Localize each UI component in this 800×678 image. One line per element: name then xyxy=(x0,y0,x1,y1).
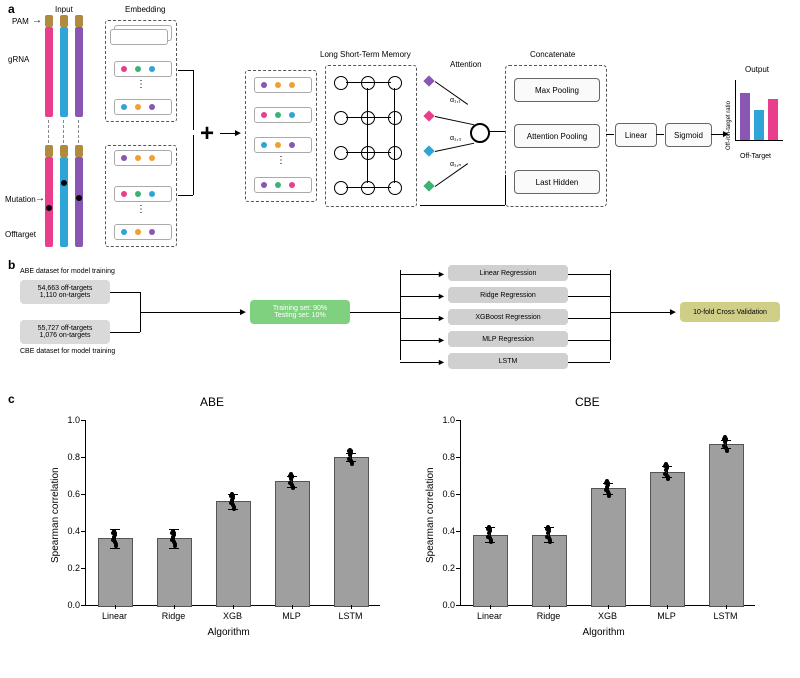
panel-b: ABE dataset for model training 54,663 of… xyxy=(10,260,790,390)
train-split-box: Training set: 90% Testing set: 10% xyxy=(250,300,350,324)
bar xyxy=(157,538,191,607)
model-box: XGBoost Regression xyxy=(448,309,568,325)
alpha-label: α₁,₃ xyxy=(450,135,461,142)
x-tick-label: MLP xyxy=(642,611,692,621)
bar xyxy=(275,481,309,607)
label-attention: Attention xyxy=(450,60,482,69)
bar xyxy=(473,535,507,607)
bar xyxy=(709,444,743,607)
pam-cap xyxy=(75,145,83,157)
chart-title-cbe: CBE xyxy=(575,395,600,409)
pam-cap xyxy=(60,15,68,27)
seq-bar xyxy=(60,27,68,117)
bar xyxy=(334,457,368,607)
x-tick-label: LSTM xyxy=(326,611,376,621)
pam-cap xyxy=(45,15,53,27)
label-mutation: Mutation xyxy=(5,195,36,204)
x-tick-label: LSTM xyxy=(701,611,751,621)
diamond-icon xyxy=(423,75,434,86)
model-box: Linear Regression xyxy=(448,265,568,281)
concat-box: Max Pooling Attention Pooling Last Hidde… xyxy=(505,65,607,207)
dashed-lines xyxy=(45,120,85,143)
cv-box: 10-fold Cross Validation xyxy=(680,302,780,322)
pool-max: Max Pooling xyxy=(514,78,600,102)
x-axis-title: Algorithm xyxy=(208,627,250,638)
label-grna: gRNA xyxy=(8,55,29,64)
out-bar xyxy=(768,99,778,140)
diamond-icon xyxy=(423,110,434,121)
diamond-icon xyxy=(423,145,434,156)
arrow-icon: ► xyxy=(668,307,678,318)
linear-box: Linear xyxy=(615,123,657,147)
seq-bar xyxy=(75,157,83,247)
bar xyxy=(650,472,684,607)
y-axis-title: Spearman correlation xyxy=(50,467,61,563)
arrow-pam-icon: → xyxy=(32,15,42,26)
attention-sum-node xyxy=(470,123,490,143)
mutation-dot xyxy=(76,195,82,201)
x-tick-label: Ridge xyxy=(524,611,574,621)
seq-bar xyxy=(75,27,83,117)
abe-data-box: 54,663 off-targets 1,110 on-targets xyxy=(20,280,110,304)
panel-c: ABE CBE 0.00.20.40.60.81.0Spearman corre… xyxy=(10,395,790,665)
pool-attn: Attention Pooling xyxy=(514,124,600,148)
arrow-icon: ► xyxy=(233,128,243,139)
out-bar xyxy=(754,110,764,140)
embedding-stack-lower: ⋮ xyxy=(105,145,177,247)
embedding-stack-combined: ⋮ xyxy=(245,70,317,202)
label-embedding: Embedding xyxy=(125,5,165,14)
plus-icon: + xyxy=(200,120,214,148)
bar xyxy=(532,535,566,607)
bar xyxy=(98,538,132,607)
label-output-x: Off-Target xyxy=(740,153,771,160)
model-box: Ridge Regression xyxy=(448,287,568,303)
x-tick-label: XGB xyxy=(583,611,633,621)
model-box: MLP Regression xyxy=(448,331,568,347)
output-chart xyxy=(735,80,785,150)
pam-cap xyxy=(45,145,53,157)
label-offtarget: Offtarget xyxy=(5,230,36,239)
chart-cbe: 0.00.20.40.60.81.0Spearman correlationLi… xyxy=(425,415,765,645)
mutation-dot xyxy=(46,205,52,211)
seq-bar xyxy=(45,157,53,247)
label-cbe-title: CBE dataset for model training xyxy=(20,348,115,355)
arrow-mutation-icon: → xyxy=(35,193,45,204)
alpha-label: α₁,ₙ xyxy=(450,160,461,168)
x-tick-label: Ridge xyxy=(149,611,199,621)
chart-abe: 0.00.20.40.60.81.0Spearman correlationLi… xyxy=(50,415,390,645)
lstm-box xyxy=(325,65,417,207)
x-axis-title: Algorithm xyxy=(583,627,625,638)
x-tick-label: MLP xyxy=(267,611,317,621)
label-pam: PAM xyxy=(12,17,29,26)
panel-a: Input PAM → gRNA Mutation → Offtarget Em… xyxy=(10,5,790,255)
sigmoid-box: Sigmoid xyxy=(665,123,712,147)
model-box: LSTM xyxy=(448,353,568,369)
label-output: Output xyxy=(745,65,769,74)
embedding-stack-upper: ⋮ xyxy=(105,20,177,122)
y-axis-title: Spearman correlation xyxy=(425,467,436,563)
x-tick-label: Linear xyxy=(90,611,140,621)
pool-last: Last Hidden xyxy=(514,170,600,194)
out-bar xyxy=(740,93,750,140)
bar xyxy=(216,501,250,607)
pam-cap xyxy=(75,15,83,27)
bar xyxy=(591,488,625,607)
label-input: Input xyxy=(55,5,73,14)
chart-title-abe: ABE xyxy=(200,395,224,409)
alpha-label: α₁,₁ xyxy=(450,97,461,104)
seq-bar xyxy=(45,27,53,117)
label-abe-title: ABE dataset for model training xyxy=(20,268,115,275)
diamond-icon xyxy=(423,180,434,191)
pam-cap xyxy=(60,145,68,157)
x-tick-label: Linear xyxy=(465,611,515,621)
label-lstm: Long Short-Term Memory xyxy=(320,50,411,59)
label-output-y: Off-/on-target ratio xyxy=(726,101,732,150)
arrow-icon: ► xyxy=(238,307,248,318)
seq-bar xyxy=(60,157,68,247)
label-concat: Concatenate xyxy=(530,50,575,59)
cbe-data-box: 55,727 off-targets 1,076 on-targets xyxy=(20,320,110,344)
x-tick-label: XGB xyxy=(208,611,258,621)
mutation-dot xyxy=(61,180,67,186)
